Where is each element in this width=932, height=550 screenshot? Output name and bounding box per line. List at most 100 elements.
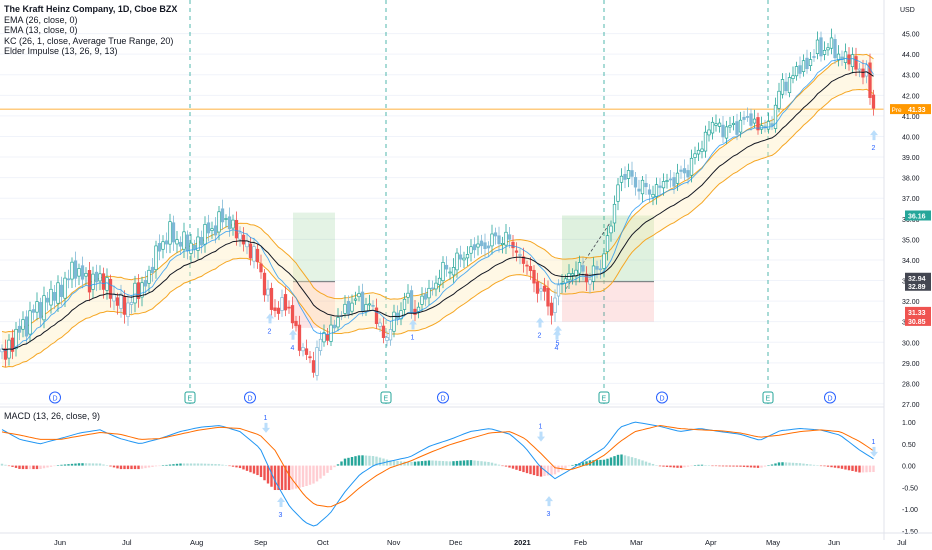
macd-histogram-bar bbox=[182, 463, 186, 466]
candle-body bbox=[511, 241, 515, 249]
legend-title[interactable]: The Kraft Heinz Company, 1D, Cboe BZX bbox=[4, 4, 178, 14]
earnings-marker-icon bbox=[598, 391, 610, 404]
macd-histogram-bar bbox=[179, 463, 182, 466]
macd-histogram-bar bbox=[441, 461, 445, 466]
candle-body bbox=[108, 278, 113, 299]
macd-histogram-bar bbox=[25, 465, 28, 470]
price-label-tag-text: Pre bbox=[892, 107, 903, 114]
price-tick: 27.00 bbox=[902, 402, 920, 409]
candle-body bbox=[745, 116, 750, 118]
candle-body bbox=[413, 308, 417, 315]
macd-histogram-bar bbox=[480, 461, 483, 466]
macd-histogram-bar bbox=[298, 465, 301, 488]
candle-body bbox=[210, 228, 214, 231]
macd-histogram-bar bbox=[81, 463, 84, 466]
candle-body bbox=[444, 264, 449, 270]
macd-histogram-bar bbox=[728, 465, 732, 467]
candle-body bbox=[35, 301, 39, 313]
candle-body bbox=[189, 242, 193, 254]
main-legend: The Kraft Heinz Company, 1D, Cboe BZX EM… bbox=[4, 4, 177, 57]
macd-histogram-bar bbox=[746, 465, 749, 468]
candle-body bbox=[269, 287, 274, 310]
candle-body bbox=[231, 219, 235, 229]
macd-histogram-bar bbox=[816, 465, 819, 466]
macd-histogram-bar bbox=[399, 461, 403, 466]
candle-body bbox=[374, 307, 379, 324]
macd-histogram-bar bbox=[7, 465, 11, 467]
price-label-value: 36.16 bbox=[908, 213, 926, 220]
candle-body bbox=[612, 203, 617, 224]
time-tick: Aug bbox=[190, 538, 203, 547]
legend-kc[interactable]: KC (26, 1, close, Average True Range, 20… bbox=[4, 35, 174, 46]
macd-histogram-bar bbox=[56, 465, 60, 466]
macd-histogram-bar bbox=[851, 465, 854, 472]
price-tick: 38.00 bbox=[902, 176, 920, 183]
earnings-marker-icon bbox=[380, 391, 392, 404]
price-tick: 28.00 bbox=[902, 381, 920, 388]
candle-body bbox=[371, 305, 375, 307]
signal-number: 3 bbox=[547, 511, 551, 518]
candle-body bbox=[518, 254, 522, 256]
candle-body bbox=[217, 211, 221, 233]
macd-legend[interactable]: MACD (13, 26, close, 9) bbox=[4, 411, 101, 421]
macd-histogram-bar bbox=[53, 465, 56, 467]
macd-histogram-bar bbox=[725, 465, 728, 467]
candle-body bbox=[605, 235, 610, 252]
macd-histogram-bar bbox=[130, 465, 133, 470]
macd-histogram-bar bbox=[763, 465, 767, 467]
legend-ema26[interactable]: EMA (26, close, 0) bbox=[4, 14, 78, 25]
price-label-value: 41.33 bbox=[908, 107, 926, 114]
candle-body bbox=[742, 116, 746, 120]
macd-histogram-bar bbox=[123, 465, 126, 470]
reward-box bbox=[293, 212, 335, 282]
macd-histogram-bar bbox=[732, 465, 735, 467]
candle-body bbox=[262, 272, 267, 296]
candle-body bbox=[98, 273, 102, 282]
candle-body bbox=[703, 131, 708, 152]
signal-arrow-icon bbox=[537, 431, 545, 442]
macd-histogram-bar bbox=[378, 457, 382, 466]
time-tick: 2021 bbox=[514, 538, 531, 547]
macd-histogram-bar bbox=[634, 458, 637, 466]
macd-histogram-bar bbox=[700, 464, 704, 466]
legend-ema13[interactable]: EMA (13, close, 0) bbox=[4, 25, 78, 35]
time-tick: Dec bbox=[449, 538, 463, 547]
macd-histogram-bar bbox=[14, 465, 18, 468]
candle-body bbox=[252, 246, 256, 262]
earnings-marker-label: E bbox=[766, 396, 771, 403]
time-tick: Oct bbox=[317, 538, 330, 547]
candle-body bbox=[129, 302, 134, 305]
candle-body bbox=[308, 356, 312, 359]
macd-histogram-bar bbox=[469, 460, 473, 466]
candle-body bbox=[682, 168, 687, 174]
candle-body bbox=[738, 119, 743, 133]
macd-histogram-bar bbox=[364, 455, 368, 466]
macd-histogram-bar bbox=[550, 465, 553, 475]
macd-histogram-bar bbox=[277, 465, 280, 491]
macd-histogram-bar bbox=[431, 460, 434, 466]
candle-body bbox=[469, 246, 473, 254]
macd-histogram-bar bbox=[42, 465, 46, 469]
macd-histogram-bar bbox=[301, 465, 305, 487]
macd-histogram-bar bbox=[273, 465, 277, 491]
macd-histogram-bar bbox=[571, 464, 574, 466]
price-label bbox=[905, 210, 931, 221]
macd-histogram-bar bbox=[529, 465, 532, 475]
macd-histogram-bar bbox=[102, 464, 105, 466]
dividend-marker-label: D bbox=[828, 396, 833, 403]
candle-body bbox=[3, 348, 8, 360]
macd-histogram-bar bbox=[350, 456, 354, 466]
time-tick: Jul bbox=[122, 538, 132, 547]
candle-body bbox=[553, 297, 557, 313]
candle-body bbox=[521, 256, 526, 264]
macd-histogram-bar bbox=[151, 465, 154, 467]
macd-histogram-bar bbox=[371, 456, 375, 466]
macd-histogram-bar bbox=[193, 463, 196, 466]
ema26-line bbox=[1, 71, 874, 351]
legend-elder-impulse[interactable]: Elder Impulse (13, 26, 9, 13) bbox=[4, 46, 118, 56]
candle-body bbox=[756, 117, 760, 131]
candle-body bbox=[647, 189, 652, 195]
macd-histogram-bar bbox=[641, 460, 644, 466]
candle-body bbox=[798, 65, 802, 74]
